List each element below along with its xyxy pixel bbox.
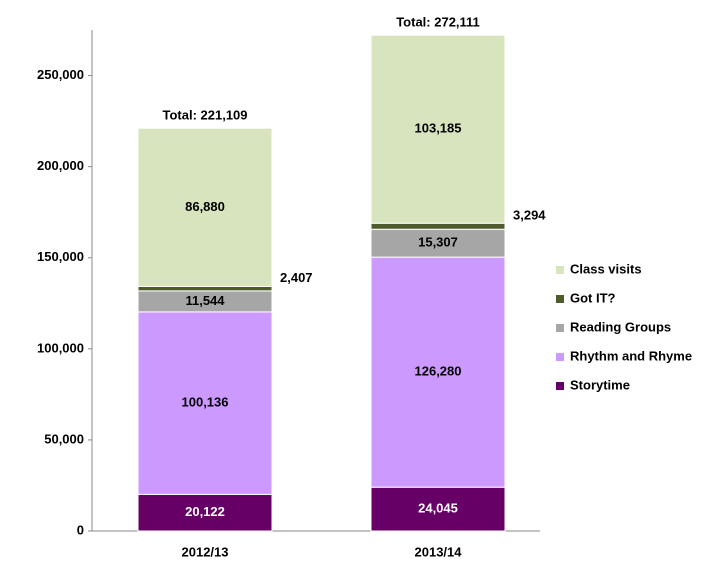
legend-swatch bbox=[556, 266, 564, 274]
data-label: 20,122 bbox=[185, 504, 225, 519]
y-tick-label: 200,000 bbox=[37, 158, 84, 173]
bar-segment bbox=[137, 311, 273, 495]
data-label: 24,045 bbox=[418, 501, 458, 516]
bar-segment bbox=[137, 285, 273, 292]
legend-swatch bbox=[556, 324, 564, 332]
total-label: Total: 221,109 bbox=[162, 108, 247, 123]
data-label: 2,407 bbox=[280, 270, 313, 285]
data-label: 15,307 bbox=[418, 235, 458, 250]
y-tick-label: 150,000 bbox=[37, 249, 84, 264]
data-label: 86,880 bbox=[185, 199, 225, 214]
x-tick-label: 2013/14 bbox=[415, 544, 463, 559]
bar-segment bbox=[137, 493, 273, 532]
legend-label: Rhythm and Rhyme bbox=[570, 348, 692, 363]
y-tick-label: 100,000 bbox=[37, 340, 84, 355]
y-tick-label: 0 bbox=[77, 522, 84, 537]
data-label: 126,280 bbox=[415, 364, 462, 379]
data-label: 3,294 bbox=[513, 208, 546, 223]
legend-swatch bbox=[556, 295, 564, 303]
bar-segment bbox=[370, 34, 506, 224]
bar-segment bbox=[370, 486, 506, 532]
bar-segment bbox=[370, 256, 506, 488]
x-tick-label: 2012/13 bbox=[182, 544, 229, 559]
legend-label: Storytime bbox=[570, 377, 630, 392]
total-label: Total: 272,111 bbox=[396, 15, 480, 30]
legend-label: Class visits bbox=[570, 261, 642, 276]
data-label: 100,136 bbox=[182, 395, 229, 410]
legend-swatch bbox=[556, 353, 564, 361]
bar-segment bbox=[137, 127, 273, 287]
data-label: 11,544 bbox=[185, 293, 225, 308]
legend-label: Reading Groups bbox=[570, 319, 671, 334]
data-label: 103,185 bbox=[415, 121, 462, 136]
y-tick-label: 250,000 bbox=[37, 67, 84, 82]
y-tick-label: 50,000 bbox=[44, 431, 84, 446]
legend-label: Got IT? bbox=[570, 290, 616, 305]
legend-swatch bbox=[556, 382, 564, 390]
bar-segment bbox=[370, 222, 506, 230]
